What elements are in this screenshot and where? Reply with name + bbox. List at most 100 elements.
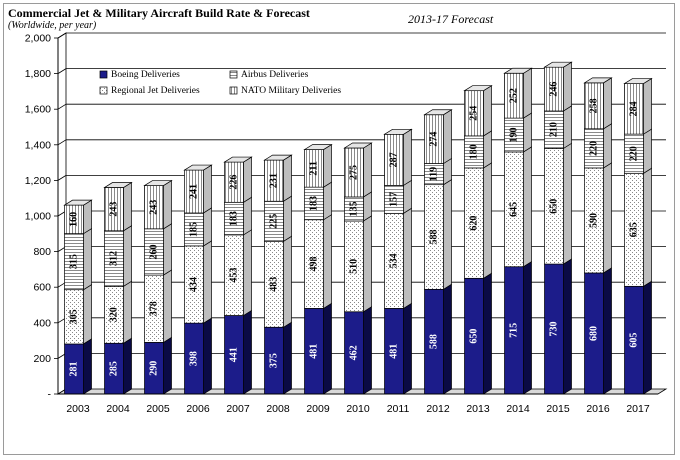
value-label-regional-jet-deliveries-2016: 590: [589, 213, 600, 228]
value-label-boeing-deliveries-2016: 680: [589, 326, 600, 341]
bar-side-boeing-deliveries-2013: [483, 272, 492, 395]
value-label-boeing-deliveries-2014: 715: [509, 323, 520, 338]
x-tick-label-2012: 2012: [426, 403, 450, 415]
bar-side-nato-military-deliveries-2009: [323, 143, 332, 188]
bar-side-regional-jet-deliveries-2011: [403, 207, 412, 310]
bar-2008: 375 483 225 231: [263, 154, 293, 395]
bar-side-airbus-deliveries-2017: [643, 128, 652, 174]
forecast-annotation: 2013-17 Forecast: [408, 12, 494, 26]
bar-top-2015: [543, 61, 573, 68]
value-label-airbus-deliveries-2014: 190: [509, 128, 520, 143]
bar-side-regional-jet-deliveries-2008: [283, 235, 292, 328]
bar-side-boeing-deliveries-2006: [203, 317, 212, 395]
gridline-diag: [57, 32, 67, 39]
value-label-regional-jet-deliveries-2014: 645: [509, 202, 520, 217]
y-tick-label: 1,600: [25, 104, 51, 116]
value-label-boeing-deliveries-2012: 588: [429, 334, 440, 349]
bar-2014: 715 645 190 252: [503, 67, 533, 395]
bar-side-boeing-deliveries-2010: [363, 306, 372, 395]
x-tick-label-2009: 2009: [306, 403, 330, 415]
bar-side-boeing-deliveries-2005: [163, 336, 172, 395]
value-label-airbus-deliveries-2015: 210: [549, 122, 560, 137]
x-tick-label-2010: 2010: [346, 403, 370, 415]
value-label-airbus-deliveries-2011: 157: [389, 192, 400, 207]
value-label-boeing-deliveries-2009: 481: [309, 344, 320, 359]
legend-swatch-boeing-deliveries: [99, 70, 108, 79]
bar-side-airbus-deliveries-2005: [163, 223, 172, 276]
value-label-regional-jet-deliveries-2009: 498: [309, 257, 320, 272]
chart-subtitle: (Worldwide, per year): [8, 20, 97, 31]
value-label-nato-military-deliveries-2008: 231: [269, 173, 280, 188]
bar-side-nato-military-deliveries-2006: [203, 164, 212, 214]
x-tick-label-2006: 2006: [186, 403, 210, 415]
y-tick-label: 400: [33, 317, 51, 329]
bar-side-regional-jet-deliveries-2016: [603, 162, 612, 274]
value-label-airbus-deliveries-2017: 220: [629, 146, 640, 161]
bar-side-nato-military-deliveries-2017: [643, 77, 652, 135]
x-tick-label-2014: 2014: [506, 403, 530, 415]
value-label-regional-jet-deliveries-2015: 650: [549, 199, 560, 214]
bar-side-airbus-deliveries-2007: [243, 196, 252, 236]
value-label-regional-jet-deliveries-2005: 378: [149, 301, 160, 316]
value-label-regional-jet-deliveries-2007: 453: [229, 268, 240, 283]
value-label-airbus-deliveries-2016: 220: [589, 141, 600, 156]
value-label-nato-military-deliveries-2013: 254: [469, 106, 480, 121]
bar-side-regional-jet-deliveries-2004: [123, 280, 132, 344]
bar-side-boeing-deliveries-2008: [283, 321, 292, 395]
value-label-regional-jet-deliveries-2006: 434: [189, 277, 200, 292]
bar-side-boeing-deliveries-2009: [323, 302, 332, 395]
value-label-boeing-deliveries-2006: 398: [189, 351, 200, 366]
bar-side-airbus-deliveries-2014: [523, 112, 532, 153]
value-label-boeing-deliveries-2008: 375: [269, 353, 280, 368]
value-label-nato-military-deliveries-2017: 284: [629, 101, 640, 116]
legend-label-regional-jet-deliveries: Regional Jet Deliveries: [111, 86, 200, 96]
bar-top-2006: [183, 164, 213, 171]
legend-swatch-airbus-deliveries: [229, 70, 238, 79]
value-label-airbus-deliveries-2007: 183: [229, 211, 240, 226]
value-label-nato-military-deliveries-2004: 243: [109, 202, 120, 217]
y-tick-label: 1,000: [25, 211, 51, 223]
value-label-nato-military-deliveries-2016: 258: [589, 98, 600, 113]
x-tick-label-2015: 2015: [546, 403, 570, 415]
bar-side-airbus-deliveries-2016: [603, 123, 612, 169]
bar-top-2010: [343, 142, 373, 149]
value-label-nato-military-deliveries-2009: 211: [309, 161, 320, 175]
value-label-nato-military-deliveries-2014: 252: [509, 88, 520, 103]
value-label-airbus-deliveries-2005: 260: [149, 244, 160, 259]
bar-side-nato-military-deliveries-2005: [163, 179, 172, 230]
bar-side-boeing-deliveries-2014: [523, 261, 532, 395]
value-label-boeing-deliveries-2003: 281: [69, 361, 80, 376]
value-label-nato-military-deliveries-2012: 274: [429, 132, 440, 147]
bar-side-regional-jet-deliveries-2012: [443, 179, 452, 290]
bar-side-regional-jet-deliveries-2009: [323, 214, 332, 310]
bar-side-nato-military-deliveries-2008: [283, 154, 292, 202]
bar-side-boeing-deliveries-2011: [403, 302, 412, 395]
bar-2010: 462 510 135 275: [343, 142, 373, 395]
gridline-diag: [57, 103, 67, 110]
y-tick-label: 600: [33, 282, 51, 294]
bar-side-nato-military-deliveries-2015: [563, 61, 572, 112]
value-label-airbus-deliveries-2009: 183: [309, 196, 320, 211]
bar-side-nato-military-deliveries-2010: [363, 142, 372, 198]
value-label-boeing-deliveries-2010: 462: [349, 345, 360, 360]
value-label-regional-jet-deliveries-2013: 620: [469, 216, 480, 231]
bar-side-airbus-deliveries-2006: [203, 207, 212, 247]
x-tick-label-2008: 2008: [266, 403, 290, 415]
bar-side-nato-military-deliveries-2004: [123, 181, 132, 232]
bar-side-regional-jet-deliveries-2014: [523, 146, 532, 268]
bar-top-2016: [583, 77, 613, 84]
y-tick-label: -: [48, 389, 52, 401]
value-label-regional-jet-deliveries-2008: 483: [269, 277, 280, 292]
bar-side-boeing-deliveries-2017: [643, 280, 652, 395]
bar-side-boeing-deliveries-2012: [443, 283, 452, 395]
bar-side-boeing-deliveries-2007: [243, 309, 252, 395]
bar-side-boeing-deliveries-2016: [603, 267, 612, 395]
value-label-boeing-deliveries-2005: 290: [149, 361, 160, 376]
x-tick-label-2004: 2004: [106, 403, 130, 415]
value-label-boeing-deliveries-2011: 481: [389, 344, 400, 359]
chart-title: Commercial Jet & Military Aircraft Build…: [8, 6, 310, 20]
x-tick-label-2017: 2017: [626, 403, 650, 415]
value-label-nato-military-deliveries-2007: 226: [229, 175, 240, 190]
bar-2003: 281 305 315 160: [63, 199, 93, 395]
